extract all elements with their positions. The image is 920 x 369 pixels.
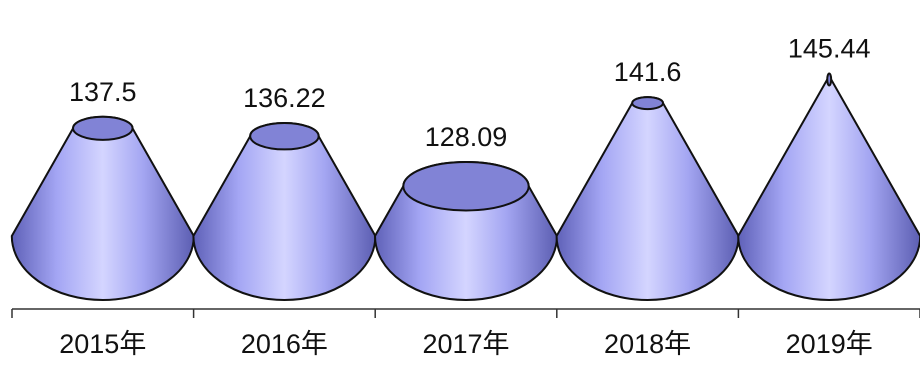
cone-top-ellipse bbox=[72, 115, 134, 141]
cone-top-ellipse bbox=[631, 96, 664, 111]
value-label: 136.22 bbox=[243, 83, 326, 113]
category-label: 2017年 bbox=[422, 329, 509, 359]
cone-top-ellipse bbox=[826, 72, 833, 87]
value-label: 137.5 bbox=[69, 77, 137, 107]
category-label: 2018年 bbox=[604, 329, 691, 359]
cone-bar-4 bbox=[555, 96, 740, 301]
cone-bar-2 bbox=[192, 121, 377, 301]
value-labels: 137.5 136.22 128.09 141.6 145.44 bbox=[69, 33, 870, 152]
cone-bar-1 bbox=[10, 115, 195, 301]
cone-body bbox=[737, 77, 920, 301]
cone-body bbox=[10, 115, 195, 301]
x-axis-ticks bbox=[11, 309, 920, 318]
cones-group bbox=[10, 72, 920, 301]
value-label: 141.6 bbox=[614, 57, 682, 87]
category-label: 2019年 bbox=[786, 329, 873, 359]
cone-bar-3 bbox=[373, 160, 559, 301]
cone-bar-5 bbox=[737, 72, 920, 301]
value-label: 128.09 bbox=[425, 122, 508, 152]
value-label: 145.44 bbox=[788, 33, 871, 63]
category-label: 2016年 bbox=[241, 329, 328, 359]
cone-top-ellipse bbox=[402, 160, 530, 212]
category-labels: 2015年 2016年 2017年 2018年 2019年 bbox=[59, 329, 872, 359]
category-label: 2015年 bbox=[59, 329, 146, 359]
cone-top-ellipse bbox=[249, 121, 320, 151]
cone-body bbox=[555, 96, 740, 301]
